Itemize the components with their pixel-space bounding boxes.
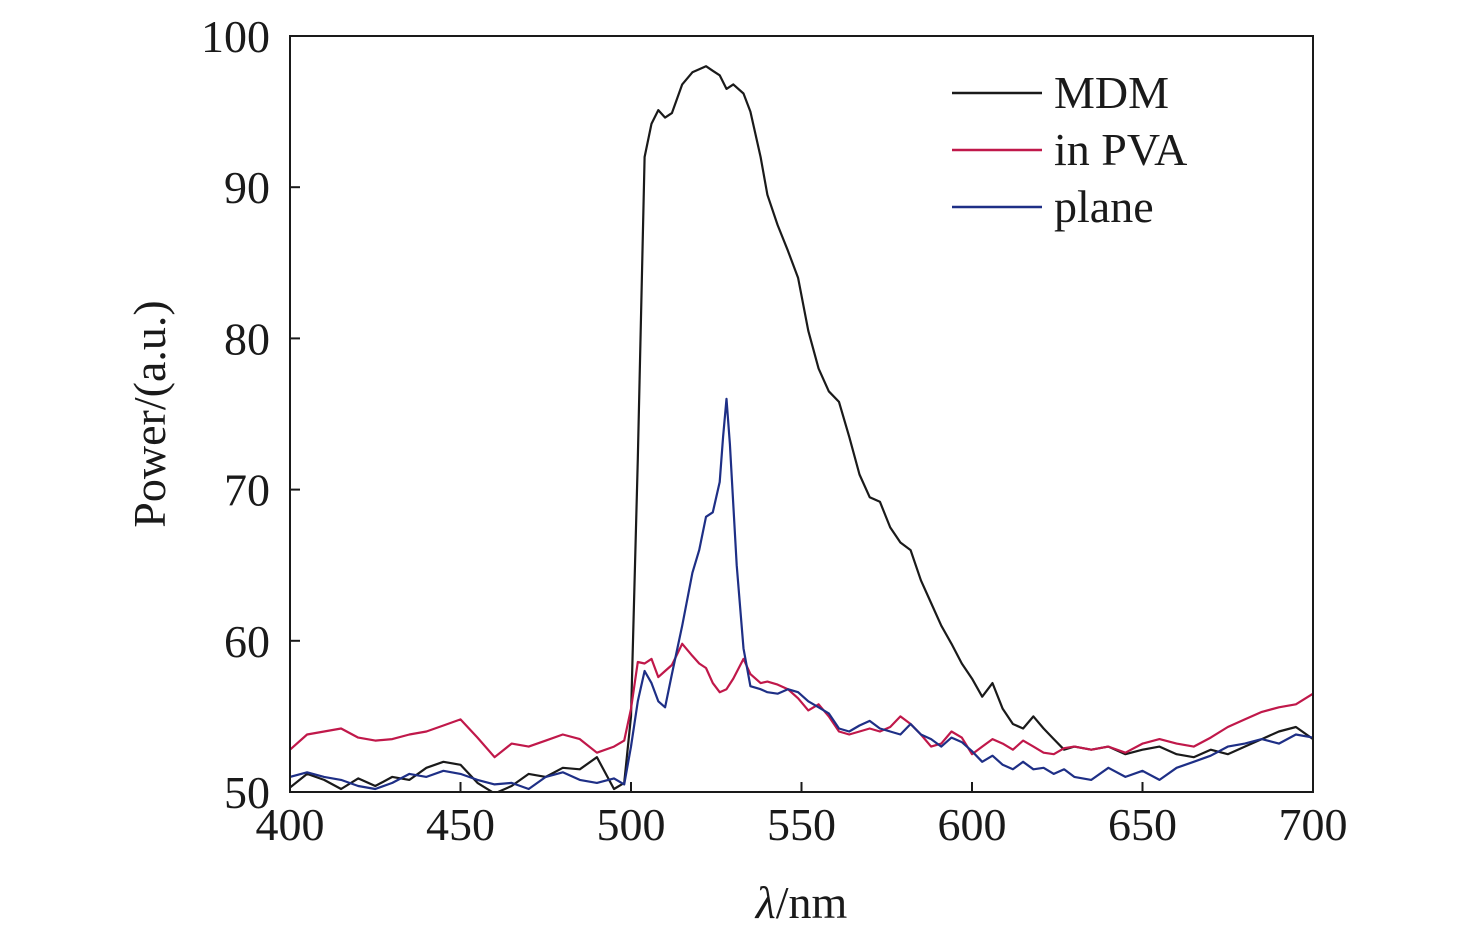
- y-tick-label: 80: [224, 313, 270, 364]
- series-group: [290, 65, 1313, 792]
- x-axis-title: λ/nm: [754, 877, 848, 928]
- legend-label-in-pva: in PVA: [1054, 124, 1187, 175]
- series-line-mdm: [290, 65, 1313, 792]
- x-tick-label: 650: [1108, 799, 1177, 850]
- y-axis-title: Power/(a.u.): [124, 300, 175, 527]
- ticks-group: 400 450 500 550 600 650 700 50 60 70 80 90 100: [201, 11, 1348, 850]
- x-tick-label: 700: [1279, 799, 1348, 850]
- x-tick-label: 500: [597, 799, 666, 850]
- y-tick-label: 70: [224, 465, 270, 516]
- x-tick-label: 400: [256, 799, 325, 850]
- y-tick-label: 100: [201, 11, 270, 62]
- x-axis-title-unit: /nm: [776, 877, 848, 928]
- series-line-in-pva: [290, 642, 1313, 759]
- y-tick-label: 60: [224, 616, 270, 667]
- series-line-plane: [290, 397, 1313, 791]
- x-tick-label: 600: [938, 799, 1007, 850]
- legend-label-mdm: MDM: [1054, 67, 1169, 118]
- x-tick-label: 550: [767, 799, 836, 850]
- y-tick-label: 50: [224, 767, 270, 818]
- x-tick-label: 450: [426, 799, 495, 850]
- legend: MDM in PVA plane: [952, 67, 1187, 232]
- y-tick-label: 90: [224, 162, 270, 213]
- legend-label-plane: plane: [1054, 181, 1154, 232]
- x-axis-title-symbol: λ: [754, 877, 776, 928]
